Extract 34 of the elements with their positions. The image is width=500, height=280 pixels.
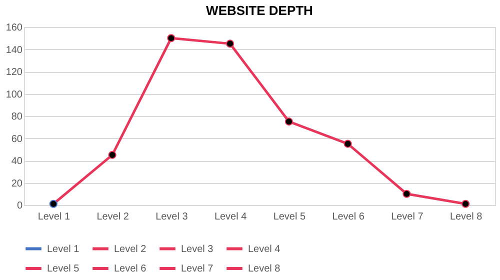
point — [284, 118, 293, 126]
legend-label: Level 1 — [47, 244, 80, 255]
legend-label: Level 2 — [114, 244, 147, 255]
y-tick-label: 20 — [11, 178, 23, 190]
legend-label: Level 8 — [248, 264, 281, 274]
x-tick-label: Level 4 — [214, 212, 248, 222]
y-tick-label: 120 — [6, 67, 23, 78]
y-tick-label: 140 — [6, 44, 23, 56]
x-tick-label: Level 1 — [38, 212, 70, 222]
y-tick-label: 160 — [6, 22, 23, 34]
y-tick-label: 40 — [11, 156, 23, 167]
x-tick-label: Level 8 — [450, 212, 483, 222]
legend-label: Level 5 — [47, 264, 80, 274]
x-tick-label: Level 2 — [96, 212, 130, 222]
point — [49, 200, 58, 208]
chart-title: WEBSITE DEPTH — [206, 3, 313, 18]
legend-label: Level 7 — [181, 264, 214, 274]
x-tick-label: Level 7 — [391, 212, 424, 222]
y-tick-label: 80 — [11, 112, 23, 122]
y-tick-label: 60 — [11, 134, 23, 145]
point — [167, 34, 176, 42]
y-tick-label: 0 — [16, 200, 23, 212]
legend-label: Level 3 — [181, 244, 214, 255]
point — [462, 200, 470, 208]
legend-label: Level 4 — [248, 244, 281, 255]
x-tick-label: Level 3 — [156, 212, 188, 222]
point — [344, 140, 352, 148]
point — [226, 40, 234, 48]
legend-label: Level 6 — [114, 264, 147, 274]
point — [402, 190, 411, 198]
x-tick-label: Level 5 — [273, 212, 306, 222]
y-tick-label: 100 — [6, 89, 23, 100]
point — [108, 150, 116, 159]
x-tick-label: Level 6 — [332, 212, 365, 222]
